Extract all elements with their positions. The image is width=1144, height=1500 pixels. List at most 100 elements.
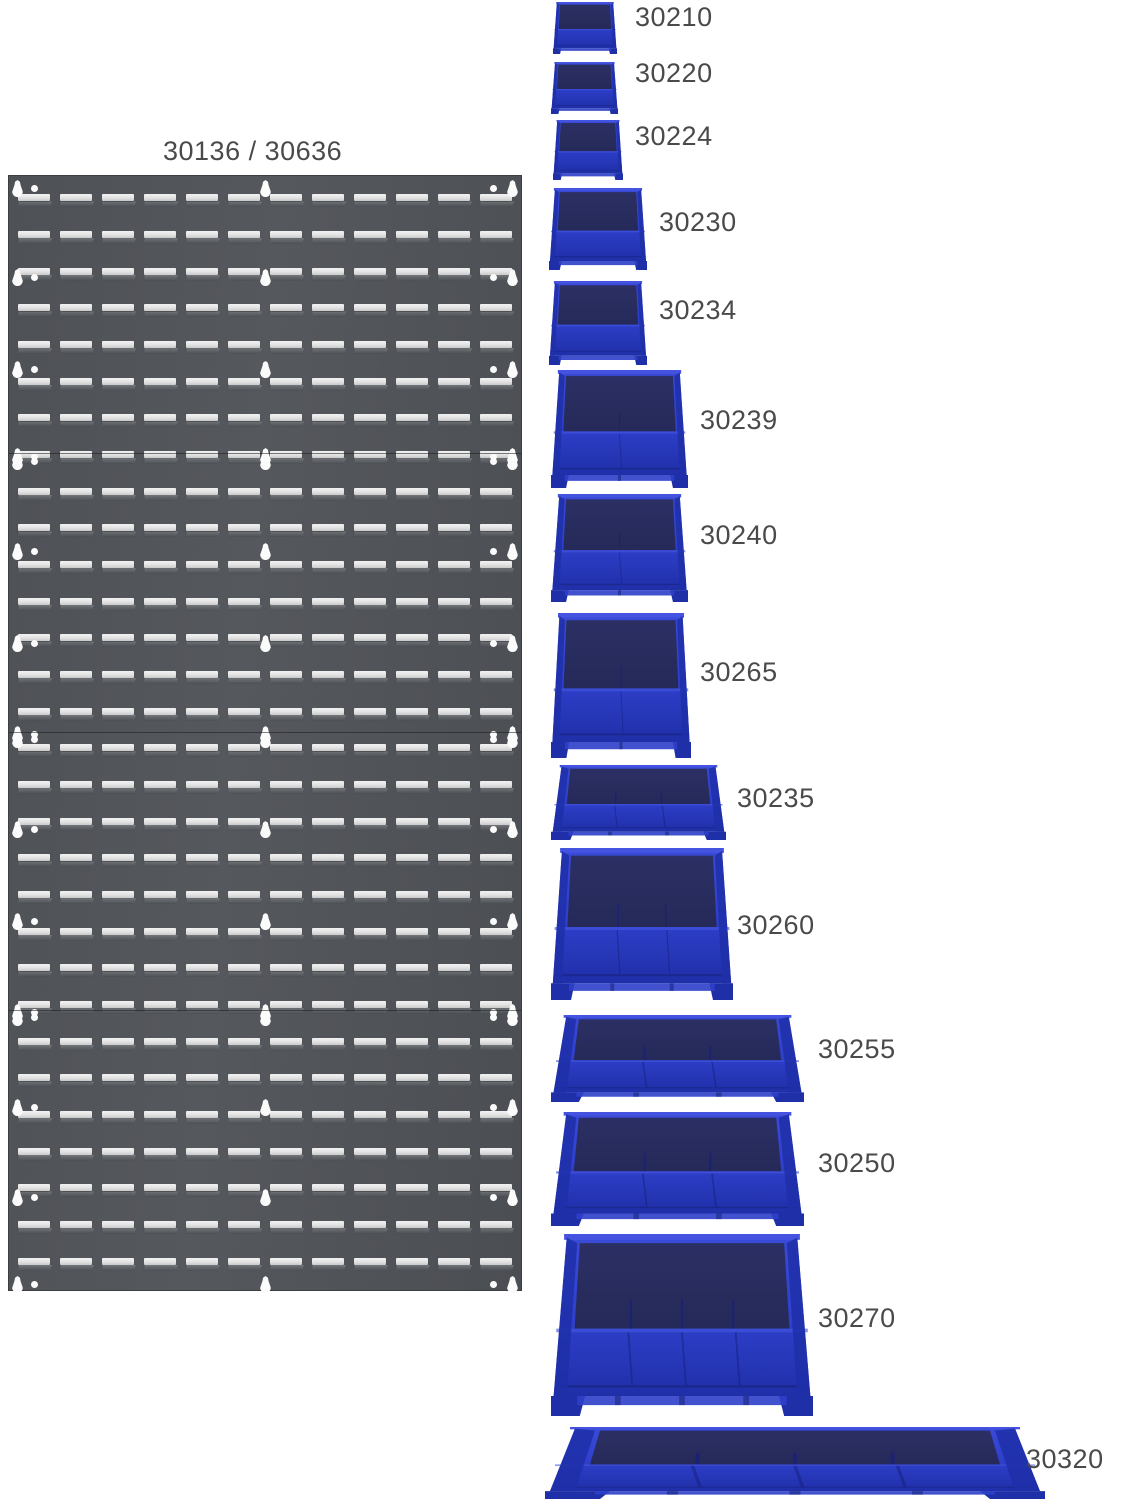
louver-slot — [265, 622, 307, 659]
keyhole-mount-slot — [12, 180, 23, 197]
louver-slot — [223, 182, 265, 219]
louver-slot — [181, 952, 223, 989]
louvered-wall-panel — [8, 175, 522, 1293]
louver-slot-lip — [60, 1037, 93, 1045]
louver-slot — [139, 329, 181, 366]
louver-slot-lip — [228, 1074, 261, 1082]
louver-slot — [433, 842, 475, 879]
louver-slot — [349, 585, 391, 622]
louver-slot-lip — [396, 1184, 429, 1192]
keyhole-mount-slot — [507, 1099, 518, 1116]
louver-slot — [97, 549, 139, 586]
louver-slot — [223, 1135, 265, 1172]
louver-slot — [55, 1245, 97, 1282]
louver-slot-lip — [270, 1221, 303, 1229]
louver-slot-lip — [396, 561, 429, 569]
louver-slot-lip — [396, 267, 429, 275]
louver-slot — [55, 952, 97, 989]
louver-slot-lip — [102, 341, 135, 349]
louver-slot-lip — [60, 231, 93, 239]
louver-slot — [97, 182, 139, 219]
louver-slot-lip — [186, 451, 219, 459]
louver-slot-lip — [102, 1037, 135, 1045]
louver-slot — [97, 255, 139, 292]
louver-slot-lip — [438, 487, 471, 495]
louver-slot — [139, 1099, 181, 1136]
keyhole-mount-slot — [507, 453, 518, 470]
louver-slot-lip — [18, 524, 51, 532]
louver-slot — [13, 842, 55, 879]
louver-slot — [55, 1025, 97, 1062]
louver-slot — [391, 475, 433, 512]
bin-label-30260: 30260 — [737, 910, 815, 940]
louver-slot-lip — [396, 781, 429, 789]
keyhole-mount-slot — [260, 1099, 271, 1116]
louver-slot — [265, 219, 307, 256]
louver-slot-lip — [18, 964, 51, 972]
louver-slot — [391, 219, 433, 256]
keyhole-mount-slot — [507, 269, 518, 286]
louver-slot-lip — [396, 451, 429, 459]
louver-slot — [13, 255, 55, 292]
louver-slot — [433, 1099, 475, 1136]
louver-slot-lip — [144, 1111, 177, 1119]
louver-slot — [265, 329, 307, 366]
louver-slot-lip — [354, 891, 387, 899]
louver-slot-lip — [480, 1221, 513, 1229]
louver-slot-lip — [228, 1111, 261, 1119]
storage-bin-30265 — [551, 613, 691, 758]
louver-slot-lip — [480, 231, 513, 239]
louver-slot — [223, 1025, 265, 1062]
louver-slot-lip — [186, 1257, 219, 1265]
louver-slot — [265, 475, 307, 512]
louver-slot — [433, 659, 475, 696]
round-mount-hole — [31, 918, 38, 925]
louver-slot-lip — [312, 451, 345, 459]
louver-slot-lip — [18, 597, 51, 605]
keyhole-mount-slot — [507, 731, 518, 748]
louver-slot-lip — [354, 1221, 387, 1229]
louver-slot-lip — [270, 487, 303, 495]
louver-slot-lip — [354, 524, 387, 532]
louver-slot — [265, 365, 307, 402]
louver-slot — [139, 475, 181, 512]
louver-slot-lip — [60, 707, 93, 715]
louver-slot-lip — [438, 1001, 471, 1009]
keyhole-mount-slot — [507, 180, 518, 197]
louver-slot-lip — [354, 634, 387, 642]
keyhole-mount-slot — [12, 1099, 23, 1116]
keyhole-mount-slot — [260, 269, 271, 286]
louver-slot — [181, 182, 223, 219]
louver-slot — [433, 1209, 475, 1246]
louver-slot-lip — [354, 781, 387, 789]
louver-slot-lip — [18, 707, 51, 715]
louver-slot-lip — [228, 561, 261, 569]
louver-slot-lip — [312, 597, 345, 605]
louver-slot-lip — [480, 597, 513, 605]
louver-slot — [97, 842, 139, 879]
louver-slot — [97, 329, 139, 366]
louver-slot-lip — [354, 1074, 387, 1082]
louver-slot-lip — [312, 377, 345, 385]
louver-slot-lip — [60, 304, 93, 312]
louver-slot — [223, 989, 265, 1026]
louver-slot — [13, 329, 55, 366]
louver-slot-lip — [438, 927, 471, 935]
louver-slot — [13, 219, 55, 256]
louver-slot — [223, 1062, 265, 1099]
keyhole-mount-slot — [260, 731, 271, 748]
panel-title: 30136 / 30636 — [163, 136, 343, 166]
keyhole-mount-slot — [507, 543, 518, 560]
louver-slot-lip — [186, 231, 219, 239]
louver-slot-lip — [354, 854, 387, 862]
louver-slot — [181, 585, 223, 622]
keyhole-mount-slot — [12, 453, 23, 470]
louver-slot-lip — [270, 524, 303, 532]
louver-slot — [391, 1025, 433, 1062]
louver-slot-lip — [228, 451, 261, 459]
louver-slot — [139, 549, 181, 586]
louver-slot-lip — [354, 671, 387, 679]
louver-slot — [139, 952, 181, 989]
louver-slot-lip — [480, 891, 513, 899]
louver-slot — [223, 365, 265, 402]
